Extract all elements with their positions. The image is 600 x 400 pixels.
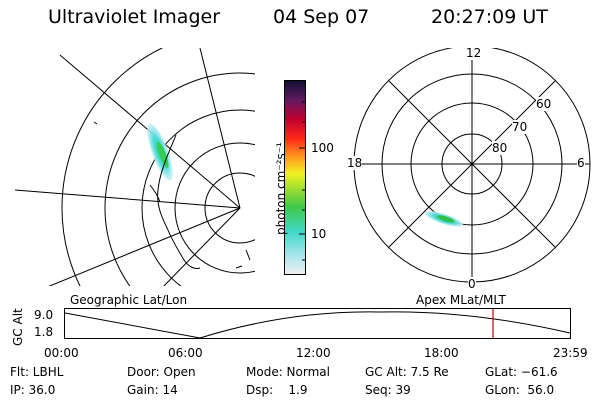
gc-alt-info: GC Alt: 7.5 Re xyxy=(365,365,449,379)
mlt-label-18: 18 xyxy=(347,156,363,170)
time-tick-0000: 00:00 xyxy=(44,346,79,360)
colorbar-tick-100: 100 xyxy=(311,141,334,155)
colorbar-unit-label: photon cm⁻²s⁻¹ xyxy=(274,142,288,235)
seq-info: Seq: 39 xyxy=(365,383,411,397)
filter-info: Flt: LBHL xyxy=(10,365,64,379)
geographic-map xyxy=(14,48,255,286)
colorbar-tick-10: 10 xyxy=(311,227,327,241)
mlt-label-6: 6 xyxy=(577,156,585,170)
lat-label-60: 60 xyxy=(536,97,552,111)
mlt-line-diag xyxy=(388,80,556,248)
glon-info: GLon: 56.0 xyxy=(485,383,555,397)
dsp-info: Dsp: 1.9 xyxy=(246,383,308,397)
altitude-curve xyxy=(64,311,571,339)
gc-alt-axis-label: GC Alt xyxy=(11,308,25,346)
time-tick-1200: 12:00 xyxy=(296,346,331,360)
time-label: 20:27:09 UT xyxy=(431,6,548,28)
meridian xyxy=(199,48,241,209)
meridian xyxy=(48,207,241,286)
instrument-title: Ultraviolet Imager xyxy=(48,6,221,28)
gc-alt-bottom-tick: 1.8 xyxy=(34,325,54,339)
lat-label-80: 80 xyxy=(492,141,508,155)
time-tick-0600: 06:00 xyxy=(168,346,203,360)
meridian xyxy=(14,189,241,209)
door-info: Door: Open xyxy=(127,365,196,379)
lat-circle xyxy=(104,72,255,286)
meridian xyxy=(163,207,241,286)
lat-circle xyxy=(61,48,164,286)
mlt-label-0: 0 xyxy=(468,277,476,291)
time-tick-2359: 23:59 xyxy=(553,346,588,360)
ip-info: IP: 36.0 xyxy=(10,383,56,397)
lat-circle xyxy=(174,142,255,274)
color-bar xyxy=(284,80,306,275)
mlt-label-12: 12 xyxy=(466,46,482,60)
lat-circle xyxy=(204,172,255,244)
altitude-timeline xyxy=(64,308,571,339)
mode-info: Mode: Normal xyxy=(246,365,330,379)
lat-label-70: 70 xyxy=(512,120,528,134)
polar-plot xyxy=(353,48,591,283)
apex-label: Apex MLat/MLT xyxy=(416,293,506,307)
polar-aurora-core xyxy=(437,215,455,223)
glat-info: GLat: −61.6 xyxy=(485,365,558,379)
geographic-label: Geographic Lat/Lon xyxy=(70,293,188,307)
gain-info: Gain: 14 xyxy=(127,383,178,397)
lat-circle xyxy=(141,109,255,286)
date-label: 04 Sep 07 xyxy=(273,6,370,28)
coastline xyxy=(93,121,251,269)
gc-alt-top-tick: 9.0 xyxy=(34,308,54,322)
time-tick-1800: 18:00 xyxy=(424,346,459,360)
